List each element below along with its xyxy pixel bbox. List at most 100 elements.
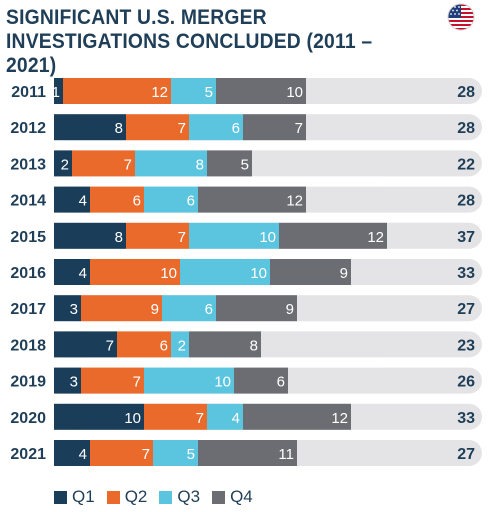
bar-segment-q1: [54, 114, 126, 141]
bar-segment-q2: [126, 114, 189, 141]
legend-item-q1: Q1: [54, 487, 95, 507]
year-label: 2019: [10, 374, 46, 391]
bar-segment-q1: [54, 78, 63, 104]
legend-swatch: [159, 490, 173, 504]
bar-value-label: 9: [286, 301, 294, 318]
bar-segment-q2: [90, 186, 144, 213]
bar-value-label: 9: [151, 301, 159, 318]
bar-segment-q1: [54, 403, 144, 430]
bar-value-label: 8: [115, 229, 123, 246]
legend-label: Q4: [230, 487, 253, 506]
bar-segment-q3: [171, 331, 189, 358]
bar-value-label: 12: [151, 84, 168, 101]
bar-value-label: 10: [124, 410, 141, 427]
bar-value-label: 2: [178, 337, 186, 354]
legend-label: Q2: [124, 487, 148, 506]
chart-title-line1: SIGNIFICANT U.S. MERGER: [6, 6, 267, 29]
bar-value-label: 8: [196, 156, 204, 173]
bar-segment-q4: [198, 186, 306, 213]
bar-segment-q3: [153, 440, 198, 466]
bar-value-label: 12: [367, 229, 384, 246]
bar-value-label: 6: [187, 193, 195, 210]
bar-value-label: 7: [106, 337, 114, 354]
bar-value-label: 12: [331, 410, 348, 427]
year-label: 2012: [10, 120, 46, 137]
bar-segment-q4: [243, 114, 306, 141]
bar-total-label: 27: [457, 301, 475, 318]
bar-segment-q3: [171, 78, 216, 104]
bar-segment-q2: [144, 403, 207, 430]
bar-value-label: 11: [278, 446, 294, 463]
bar-segment-q2: [90, 259, 180, 285]
bar-segment-q2: [90, 440, 153, 466]
bar-segment-q3: [180, 259, 270, 285]
bar-segment-q3: [144, 186, 198, 213]
chart-title-line2: INVESTIGATIONS CONCLUDED (2011 – 2021): [6, 30, 373, 77]
bar-segment-q3: [144, 367, 234, 394]
bar-value-label: 9: [340, 265, 348, 282]
bar-value-label: 10: [250, 265, 267, 282]
chart-title: SIGNIFICANT U.S. MERGER INVESTIGATIONS C…: [6, 6, 402, 78]
year-label: 2014: [10, 193, 46, 210]
bar-total-label: 37: [457, 229, 475, 246]
bar-value-label: 1: [52, 84, 60, 101]
year-label: 2013: [10, 156, 46, 173]
year-label: 2017: [10, 301, 46, 318]
bar-value-label: 7: [178, 120, 186, 137]
year-label: 2020: [10, 410, 46, 427]
bar-value-label: 7: [142, 446, 150, 463]
bar-segment-q1: [54, 222, 126, 249]
bar-segment-q1: [54, 440, 90, 466]
bar-value-label: 6: [160, 337, 168, 354]
bar-value-label: 4: [79, 446, 87, 463]
us-flag-icon: [447, 3, 475, 31]
year-label: 2016: [10, 265, 46, 282]
legend-item-q3: Q3: [159, 487, 200, 507]
bar-value-label: 7: [295, 120, 303, 137]
bar-total-label: 28: [457, 120, 475, 137]
bar-value-label: 4: [79, 265, 87, 282]
legend-item-q2: Q2: [106, 487, 148, 507]
bar-segment-q4: [279, 222, 387, 249]
bar-segment-q1: [54, 150, 72, 177]
bar-segment-q1: [54, 186, 90, 213]
bar-value-label: 10: [214, 374, 231, 391]
bar-segment-q1: [54, 295, 81, 322]
chart-legend: Q1 Q2 Q3 Q4: [54, 486, 253, 508]
year-label: 2015: [10, 229, 46, 246]
legend-swatch: [54, 490, 67, 504]
bar-value-label: 5: [205, 84, 213, 101]
bar-value-label: 6: [232, 120, 240, 137]
bar-segment-q2: [81, 367, 144, 394]
bar-total-label: 22: [457, 156, 475, 173]
bar-value-label: 3: [70, 374, 78, 391]
bar-value-label: 12: [286, 193, 303, 210]
legend-label: Q3: [177, 487, 201, 506]
bar-total-label: 27: [457, 446, 475, 463]
bar-segment-q4: [270, 259, 351, 285]
year-label: 2011: [11, 84, 46, 101]
bar-value-label: 6: [277, 374, 285, 391]
bar-segment-q2: [81, 295, 162, 322]
bar-value-label: 6: [205, 301, 213, 318]
bar-value-label: 5: [187, 446, 195, 463]
bar-segment-q2: [63, 78, 171, 104]
year-label: 2021: [10, 446, 46, 463]
bar-segment-q3: [207, 403, 243, 430]
bar-total-label: 28: [457, 193, 475, 210]
bar-segment-q2: [126, 222, 189, 249]
bar-value-label: 7: [124, 156, 132, 173]
bar-segment-q4: [243, 403, 351, 430]
bar-value-label: 5: [241, 156, 249, 173]
bar-segment-q4: [198, 440, 297, 466]
bar-segment-q3: [135, 150, 207, 177]
bar-segment-q1: [54, 367, 81, 394]
bar-total-label: 33: [457, 410, 475, 427]
bar-value-label: 7: [133, 374, 141, 391]
bar-value-label: 8: [115, 120, 123, 137]
bar-segment-q4: [234, 367, 288, 394]
bar-total-label: 23: [457, 337, 475, 354]
bar-segment-q4: [216, 295, 297, 322]
bar-segment-q2: [72, 150, 135, 177]
legend-swatch: [212, 490, 226, 504]
